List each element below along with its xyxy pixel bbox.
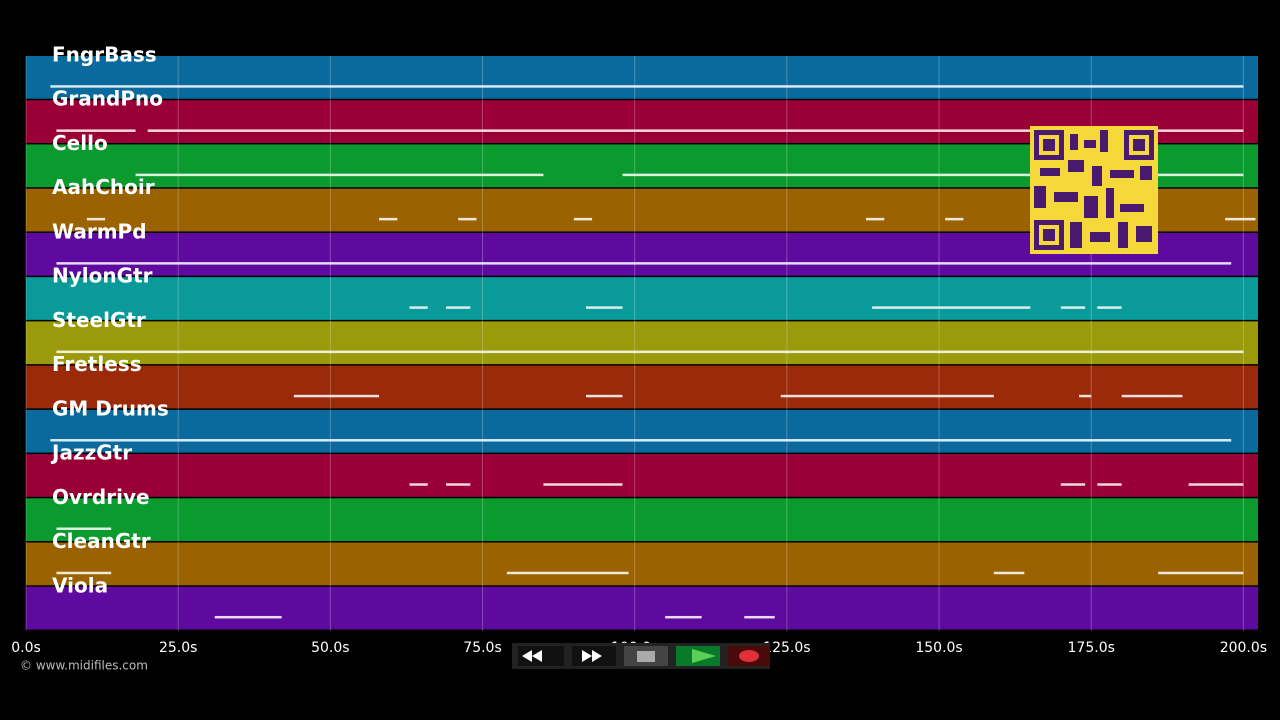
note-span [993,571,1025,575]
note-span [458,217,477,221]
track-row [26,409,1258,453]
note-span [1079,394,1092,398]
notes [50,85,1256,619]
note-span [86,217,106,221]
note-span [446,483,471,486]
note-span [56,527,112,530]
track-name: GrandPno [52,87,163,111]
x-tick-label: 125.0s [763,640,810,656]
track-row [26,586,1258,630]
note-span [409,483,428,486]
x-tick-label: 75.0s [463,640,501,656]
track-name: Viola [52,573,108,597]
note-span [506,571,629,575]
note-span [1188,483,1244,486]
track-row [26,498,1258,542]
credit: © www.midifiles.com [20,659,148,673]
x-tick-label: 150.0s [915,640,962,656]
track-row [26,365,1258,409]
note-span [1060,483,1086,486]
track-row [26,56,1258,99]
x-tick-label: 200.0s [1220,640,1267,656]
track-row [26,277,1258,320]
note-span [1225,217,1256,221]
fast-forward-button[interactable] [572,646,616,666]
track-name: FngrBass [52,43,157,67]
note-span [409,306,428,309]
track-name: SteelGtr [52,308,146,332]
note-span [50,85,1244,88]
note-span [50,439,1232,442]
note-span [1158,571,1244,575]
note-span [1097,306,1122,309]
note-span [872,306,1031,309]
note-span [586,394,623,398]
track-name: NylonGtr [52,264,153,288]
track-name: JazzGtr [50,441,132,465]
record-button[interactable] [728,646,770,666]
stop-button[interactable] [624,646,668,666]
note-span [56,571,112,575]
rewind-button[interactable] [518,646,564,666]
note-span [1097,483,1122,486]
x-tick-label: 0.0s [11,640,41,656]
track-name: GM Drums [52,396,169,420]
note-span [945,217,964,221]
note-span [573,217,593,221]
note-span [135,173,544,177]
note-span [214,615,282,619]
track-row [26,542,1258,586]
note-span [665,615,702,619]
labels: FngrBass GrandPno Cello AahChoir WarmPd Nylon… [50,43,169,598]
note-span [1121,394,1183,398]
note-span [622,173,1244,177]
track-name: Fretless [52,352,142,376]
note-span [446,306,471,309]
note-span [293,394,380,398]
note-span [744,615,775,619]
track-name: WarmPd [52,219,147,243]
x-tick-label: 25.0s [159,640,197,656]
note-span [780,394,994,398]
note-span [56,350,1244,354]
x-tick-label: 175.0s [1068,640,1115,656]
note-span [1060,306,1086,309]
play-button[interactable] [676,646,720,666]
track-name: Ovrdrive [52,485,150,509]
track-row [26,454,1258,497]
x-tick-label: 50.0s [311,640,349,656]
note-span [543,483,623,486]
track-name: Cello [52,131,108,155]
note-span [56,129,136,132]
note-span [379,217,398,221]
qr-code [1030,126,1158,254]
track-row [26,321,1258,365]
note-span [147,129,1244,132]
track-name: AahChoir [52,175,155,199]
note-span [56,262,1232,265]
note-span [586,306,623,309]
transport-controls [512,643,770,669]
note-span [866,217,885,221]
track-name: CleanGtr [52,529,151,553]
grid [25,56,1244,631]
